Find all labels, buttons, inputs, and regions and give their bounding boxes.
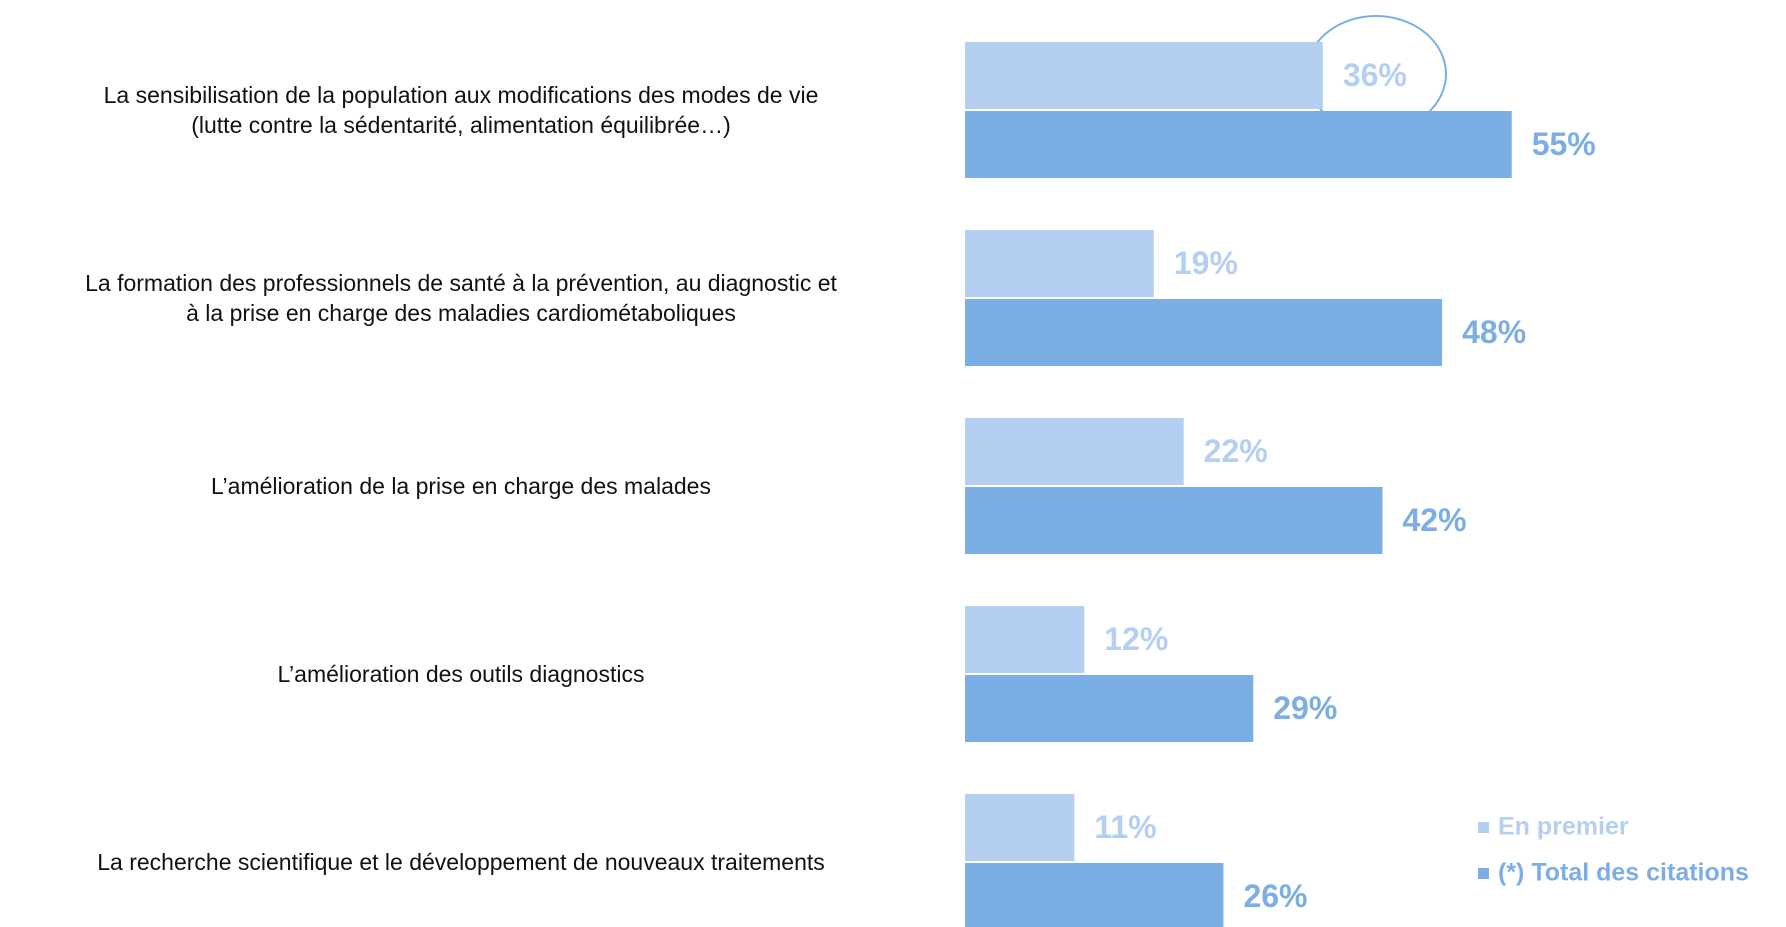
category-label: La recherche scientifique et le développ… <box>97 849 825 875</box>
bar <box>965 299 1443 366</box>
value-label: 11% <box>1094 809 1156 845</box>
bar <box>965 606 1085 673</box>
bar <box>965 487 1383 554</box>
bar <box>965 675 1254 742</box>
category-label: La sensibilisation de la population aux … <box>103 82 819 138</box>
bar <box>965 863 1224 927</box>
value-label: 19% <box>1174 245 1238 281</box>
bar <box>965 111 1512 178</box>
category-label: L’amélioration des outils diagnostics <box>277 661 645 687</box>
category-label: La formation des professionnels de santé… <box>85 270 837 326</box>
legend-label: En premier <box>1498 813 1629 841</box>
value-label: 48% <box>1462 314 1526 350</box>
category-label: L’amélioration de la prise en charge des… <box>211 473 711 499</box>
legend-swatch <box>1478 868 1489 879</box>
bar <box>965 794 1075 861</box>
legend-swatch <box>1478 822 1489 833</box>
value-label: 29% <box>1273 690 1337 726</box>
bar <box>965 42 1323 109</box>
value-label: 22% <box>1204 433 1268 469</box>
value-label: 26% <box>1243 878 1307 914</box>
value-label: 42% <box>1402 502 1466 538</box>
legend-label: (*) Total des citations <box>1498 859 1749 887</box>
value-label: 36% <box>1343 57 1407 93</box>
bar <box>965 230 1154 297</box>
bar <box>965 418 1184 485</box>
value-label: 55% <box>1532 126 1596 162</box>
value-label: 12% <box>1104 621 1168 657</box>
